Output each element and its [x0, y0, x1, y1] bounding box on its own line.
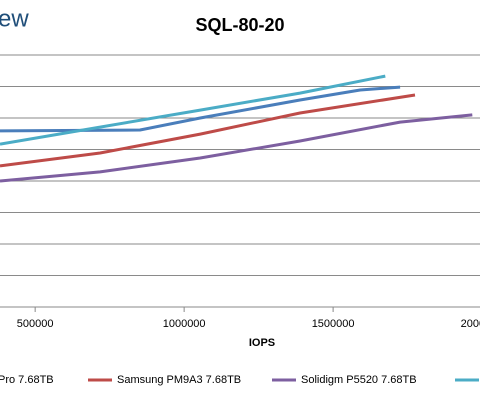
- series-line: [0, 93, 416, 168]
- chart-title: SQL-80-20: [195, 15, 284, 35]
- x-tick-label: 2000000: [461, 318, 480, 330]
- x-axis-label: IOPS: [249, 337, 275, 349]
- logo-fragment: ew: [0, 5, 29, 32]
- series-line: [0, 85, 401, 133]
- legend-label: Samsung PM9A3 7.68TB: [117, 374, 241, 386]
- x-tick-label: 1000000: [163, 318, 206, 330]
- legend-label: Pro 7.68TB: [0, 374, 54, 386]
- legend-label: Solidigm P5520 7.68TB: [301, 374, 417, 386]
- series-line: [0, 74, 386, 146]
- series-line: [0, 113, 473, 183]
- x-tick-label: 500000: [17, 318, 54, 330]
- x-tick-label: 1500000: [312, 318, 355, 330]
